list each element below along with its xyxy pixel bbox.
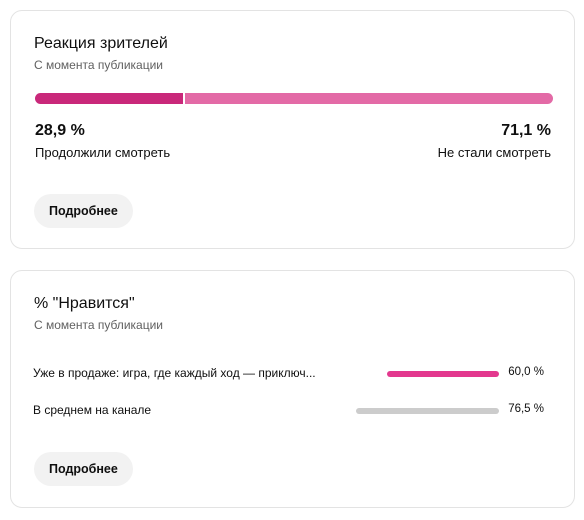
stopped-watching-segment bbox=[185, 93, 553, 104]
more-details-button[interactable]: Подробнее bbox=[34, 452, 133, 486]
likes-percentage-card: % "Нравится" С момента публикации Уже в … bbox=[10, 270, 575, 508]
channel-average-bar bbox=[356, 408, 499, 414]
channel-average-value: 76,5 % bbox=[508, 403, 544, 415]
continued-watching-label: Продолжили смотреть bbox=[35, 145, 171, 160]
audience-reaction-card: Реакция зрителей С момента публикации 28… bbox=[10, 10, 575, 249]
channel-average-label: В среднем на канале bbox=[33, 403, 152, 417]
stopped-watching-label: Не стали смотреть bbox=[437, 145, 551, 160]
retention-split-bar bbox=[35, 93, 553, 104]
video-likes-bar bbox=[387, 371, 499, 377]
card-subtitle: С момента публикации bbox=[34, 318, 163, 332]
card-title: % "Нравится" bbox=[34, 295, 135, 312]
continued-watching-segment bbox=[35, 93, 185, 104]
card-subtitle: С момента публикации bbox=[34, 58, 163, 72]
card-title: Реакция зрителей bbox=[34, 35, 168, 52]
continued-watching-value: 28,9 % bbox=[35, 122, 85, 139]
video-row-label: Уже в продаже: игра, где каждый ход — пр… bbox=[33, 366, 316, 380]
more-details-button[interactable]: Подробнее bbox=[34, 194, 133, 228]
video-likes-value: 60,0 % bbox=[508, 366, 544, 378]
stopped-watching-value: 71,1 % bbox=[501, 122, 551, 139]
